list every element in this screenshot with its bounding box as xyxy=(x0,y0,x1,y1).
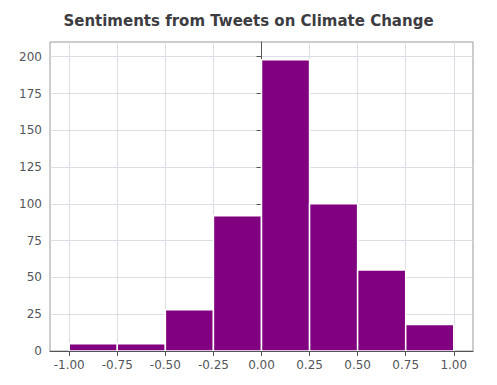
svg-text:25: 25 xyxy=(27,307,42,321)
svg-text:0.00: 0.00 xyxy=(248,358,275,372)
svg-text:50: 50 xyxy=(27,270,42,284)
svg-text:Sentiments from Tweets on Clim: Sentiments from Tweets on Climate Change xyxy=(63,12,433,30)
svg-text:0.25: 0.25 xyxy=(296,358,323,372)
svg-text:175: 175 xyxy=(19,87,42,101)
svg-text:150: 150 xyxy=(19,123,42,137)
svg-text:-0.75: -0.75 xyxy=(102,358,133,372)
svg-text:200: 200 xyxy=(19,50,42,64)
svg-text:100: 100 xyxy=(19,197,42,211)
svg-text:0.75: 0.75 xyxy=(392,358,419,372)
svg-text:-0.25: -0.25 xyxy=(198,358,229,372)
svg-text:1.00: 1.00 xyxy=(440,358,467,372)
svg-text:125: 125 xyxy=(19,160,42,174)
svg-text:0: 0 xyxy=(34,344,42,358)
svg-text:-1.00: -1.00 xyxy=(54,358,85,372)
svg-text:75: 75 xyxy=(27,234,42,248)
svg-text:0.50: 0.50 xyxy=(344,358,371,372)
svg-text:-0.50: -0.50 xyxy=(150,358,181,372)
